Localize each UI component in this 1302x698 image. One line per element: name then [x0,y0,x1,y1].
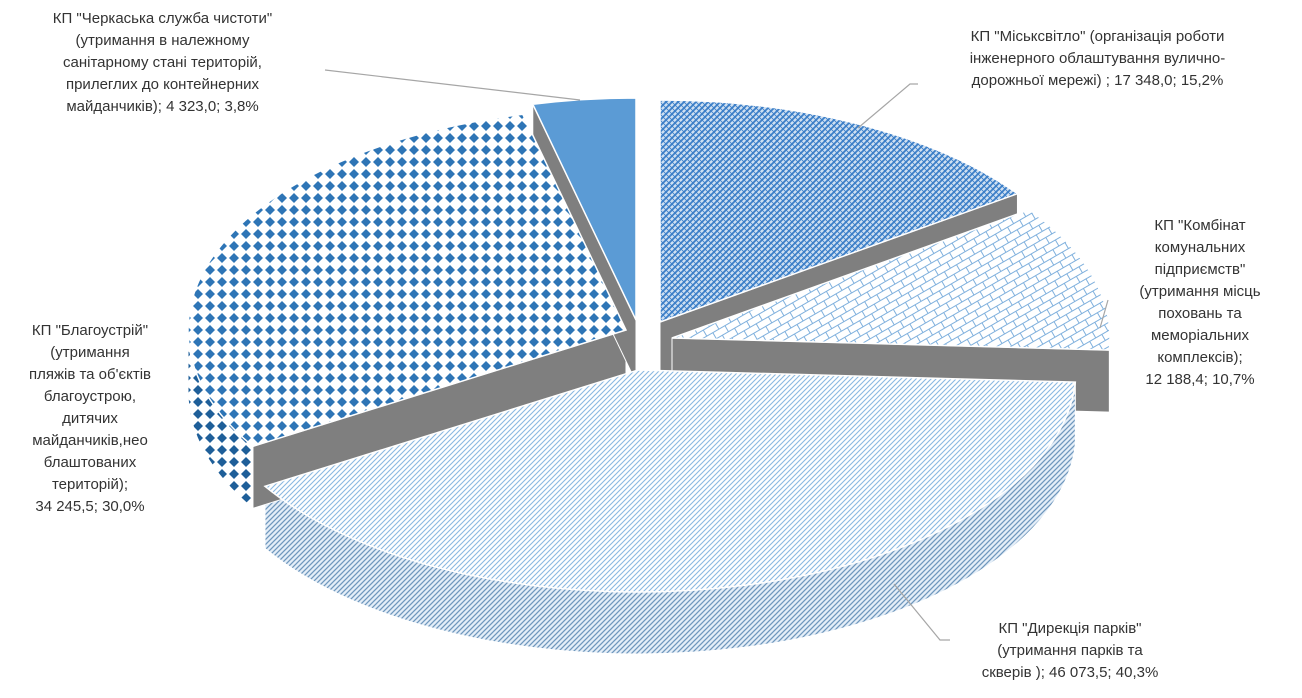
slice-dyr [263,369,1077,593]
slice-komb [671,208,1111,351]
label-blag: КП "Благоустрій" (утримання пляжів та об… [28,322,152,515]
leader-line-dyr [893,583,950,641]
label-mis: КП "Міськсвітло" (організація роботи інж… [969,28,1226,89]
leader-line-komb [1099,299,1109,329]
label-komb: КП "Комбінат комунальних підприємств" (у… [1139,217,1261,388]
leader-line-mis [857,83,918,129]
slice-cherk [531,97,637,321]
label-cherk: КП "Черкаська служба чистоти" (утримання… [52,10,273,115]
label-dyr: КП "Дирекція парків" (утримання парків т… [981,620,1159,681]
slice-blag [187,113,628,448]
leader-line-cherk [324,69,581,101]
